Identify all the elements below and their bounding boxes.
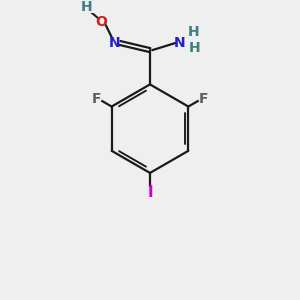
Text: I: I (147, 185, 153, 200)
Text: N: N (109, 36, 121, 50)
Text: H: H (188, 25, 200, 39)
Text: H: H (80, 0, 92, 14)
Text: F: F (92, 92, 102, 106)
Text: F: F (198, 92, 208, 106)
Text: N: N (174, 36, 186, 50)
Text: O: O (95, 15, 107, 28)
Text: H: H (189, 40, 201, 55)
